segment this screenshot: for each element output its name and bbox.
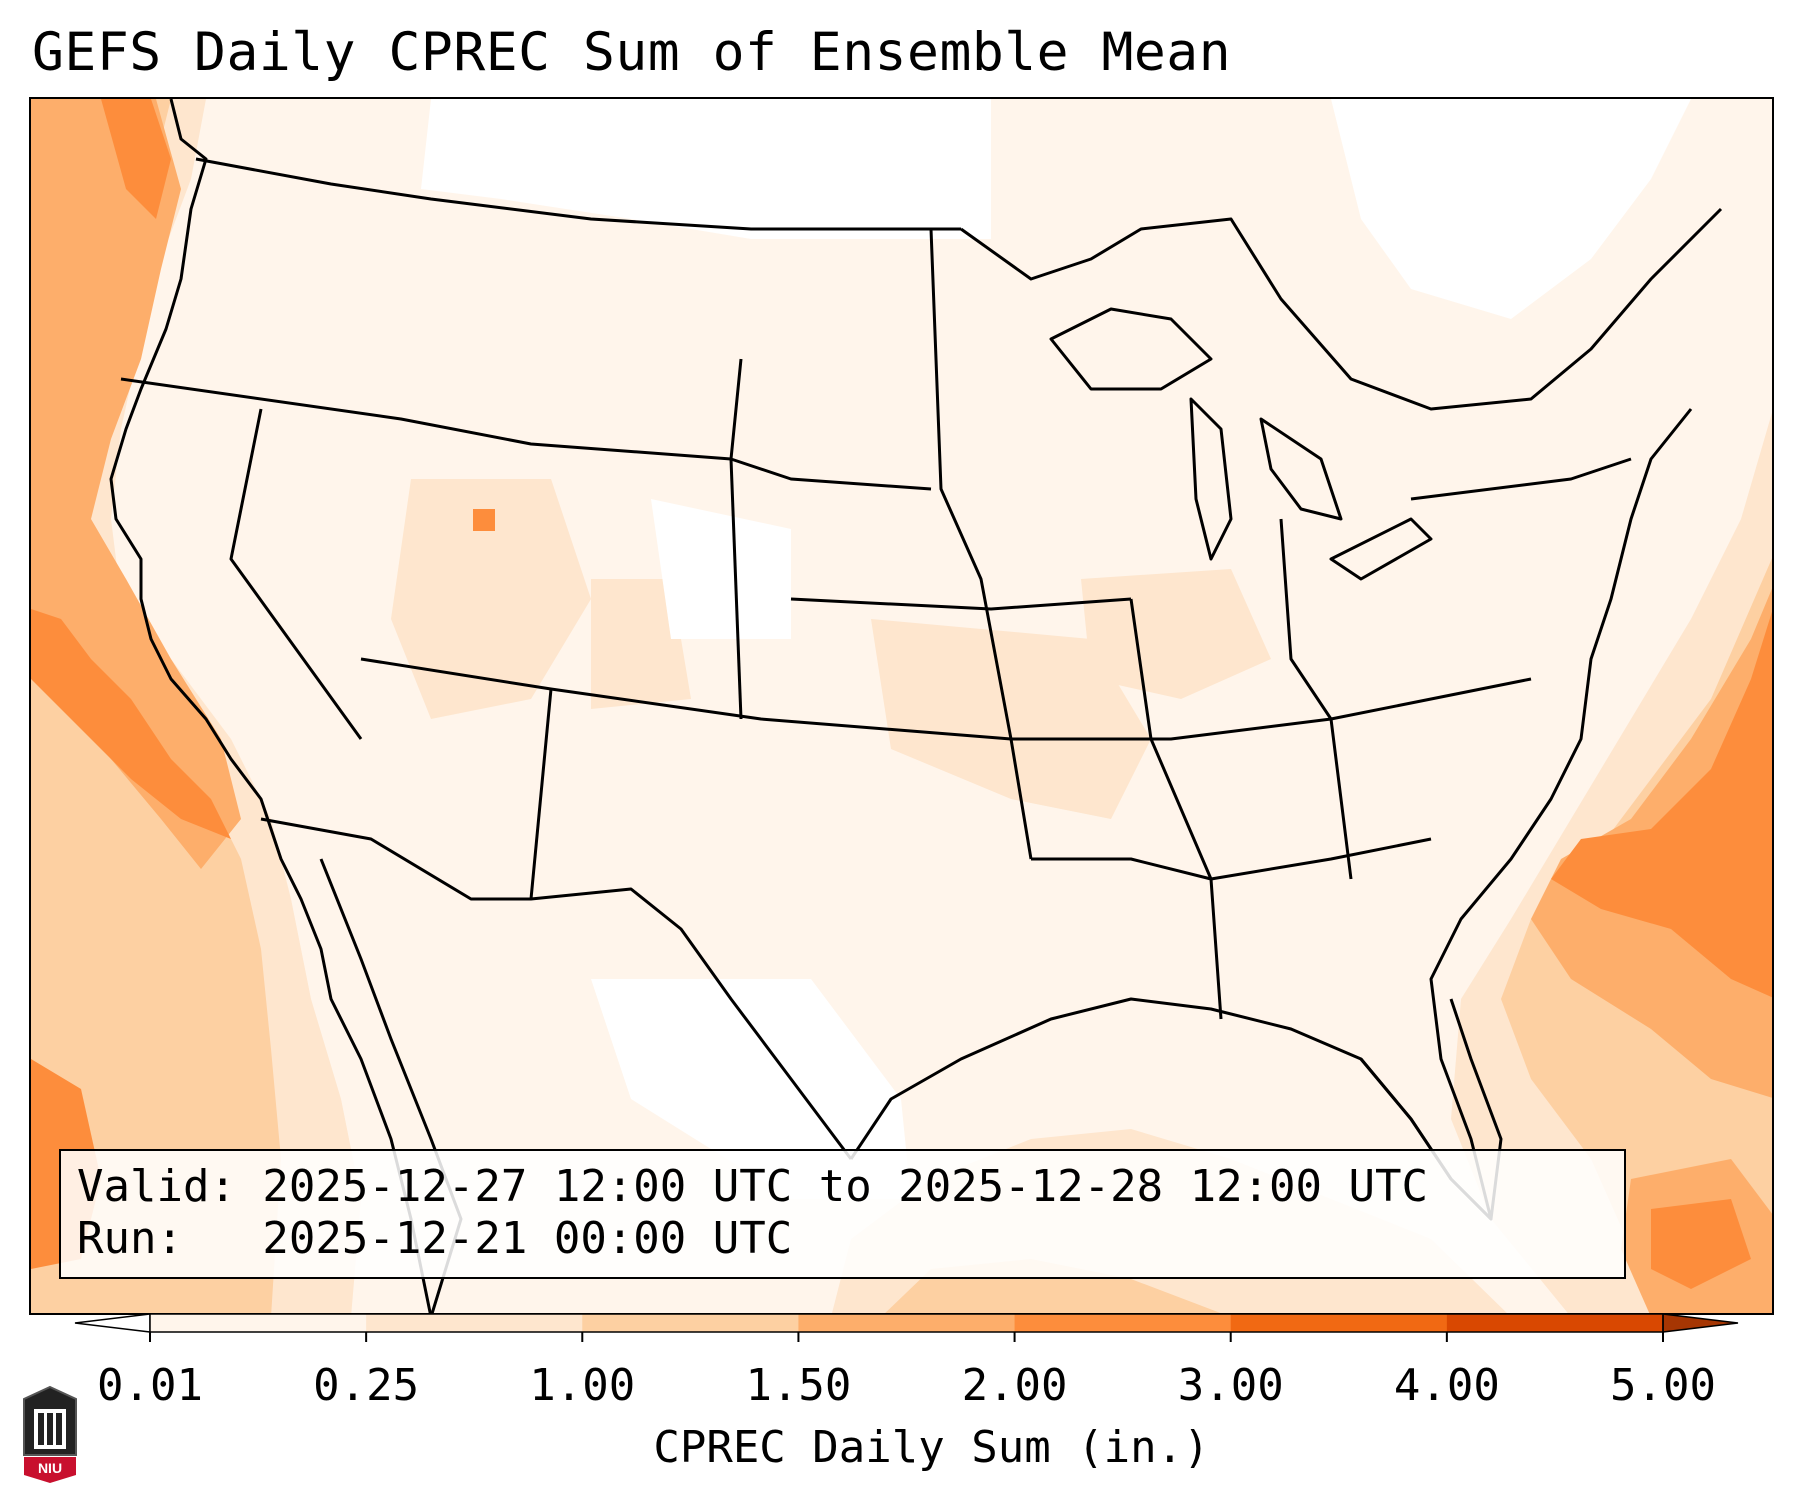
colorbar-segment [798,1314,1016,1332]
pacific-coastline [109,99,432,1313]
run-time-text: Run: 2025-12-21 00:00 UTC [77,1213,793,1264]
colorbar-tick-label: 2.00 [961,1360,1068,1411]
precip-field-west-4 [101,99,171,219]
map-panel: Valid: 2025-12-27 12:00 UTC to 2025-12-2… [29,97,1774,1315]
colorbar [74,1313,1739,1342]
noprecip-mexico [591,979,911,1199]
state-line-6 [729,358,932,491]
state-line-12 [1279,518,1353,880]
colorbar-tick-label: 1.00 [529,1360,636,1411]
colorbar-segment [150,1314,367,1332]
canada-border [195,157,961,231]
colorbar-tick-label: 4.00 [1393,1360,1500,1411]
precip-field-interior-1 [391,479,591,719]
colorbar-segment [1014,1314,1232,1332]
colorbar-tick-label: 5.00 [1610,1360,1716,1411]
colorbar-segment [582,1314,799,1332]
map-boundaries [109,99,1723,1313]
niu-logo: NIU [23,1385,77,1483]
lake-superior [1049,307,1213,391]
state-line-11 [1129,598,1223,1020]
state-line-1 [120,377,732,461]
colorbar-segment [1230,1314,1448,1332]
state-line-13 [1410,457,1632,501]
valid-time-text: Valid: 2025-12-27 12:00 UTC to 2025-12-2… [77,1161,1429,1212]
colorbar-tick-label: 0.25 [313,1360,420,1411]
state-line-2 [229,408,363,740]
colorbar-tick-label: 1.50 [745,1360,852,1411]
colorbar-segment [366,1314,583,1332]
precip-field-utah-spot [473,509,495,531]
lake-huron [1259,417,1343,521]
lake-michigan [1189,397,1233,561]
state-line-5 [729,458,743,720]
noprecip-north-plains [421,99,991,239]
precip-field-interior-4 [1081,569,1271,699]
colorbar-segments [74,1313,1739,1333]
state-line-8 [790,597,1132,611]
map-title: GEFS Daily CPREC Sum of Ensemble Mean [32,22,1232,83]
colorbar-border [149,1313,1664,1333]
state-line-3 [360,657,1012,741]
precip-field-interior-2 [591,579,691,709]
svg-text:NIU: NIU [38,1460,62,1476]
colorbar-under-extension [74,1313,151,1333]
gulf-atlantic-coastline [849,408,1693,1221]
noprecip-colorado [651,499,791,639]
precip-field-east-6 [1651,1199,1751,1289]
colorbar-tick-label: 0.01 [97,1360,203,1411]
noprecip-quebec [1331,99,1691,319]
state-line-9 [1011,677,1532,741]
colorbar-ticks [149,1332,1664,1342]
colorbar-tick-label: 3.00 [1177,1360,1284,1411]
colorbar-label: CPREC Daily Sum (in.) [653,1422,1210,1473]
validity-info-box: Valid: 2025-12-27 12:00 UTC to 2025-12-2… [59,1149,1626,1279]
state-line-4 [529,688,553,900]
precip-field-west-5 [31,609,231,839]
precip-field-interior-3 [871,619,1151,819]
great-lakes-border [960,207,1723,411]
mexico-border [260,817,853,1160]
colorbar-segment [1446,1314,1664,1332]
state-line-7 [929,228,1033,860]
lake-erie [1329,517,1433,581]
precip-field-east-4 [1551,611,1772,998]
colorbar-over-extension [1662,1313,1739,1333]
precip-map [31,99,1772,1313]
